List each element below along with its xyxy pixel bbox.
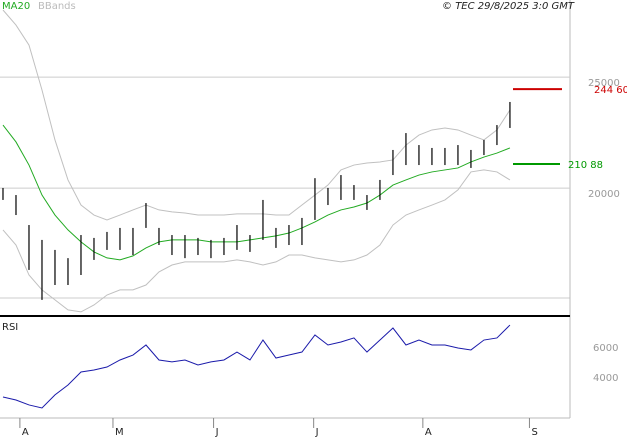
x-tick-label: S [531, 427, 537, 438]
x-tick-label: M [115, 427, 124, 438]
bband-upper [2, 9, 511, 221]
x-tick-label: A [22, 427, 29, 438]
y-tick-label: 25000 [588, 78, 620, 89]
x-tick-label: J [215, 427, 219, 438]
legend-bbands: BBands [38, 1, 76, 12]
x-tick-label: A [425, 427, 432, 438]
bband-lower [2, 169, 511, 313]
rsi-tick-label: 4000 [593, 373, 618, 384]
level-label: 244 60 [594, 85, 627, 96]
level-label: 210 88 [568, 160, 603, 171]
credit: © TEC 29/8/2025 3:0 GMT [442, 1, 575, 12]
y-tick-label: 20000 [588, 189, 620, 200]
x-tick-label: J [315, 427, 319, 438]
legend-ma20: MA20 [2, 1, 30, 12]
ma20-line [2, 124, 511, 261]
rsi-line [2, 324, 511, 409]
rsi-tick-label: 6000 [593, 343, 618, 354]
rsi-label: RSI [2, 322, 18, 333]
